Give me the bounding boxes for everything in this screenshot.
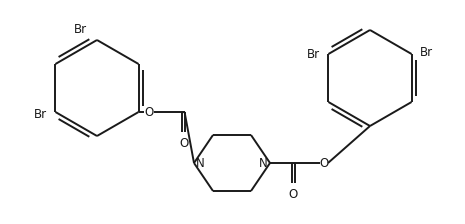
Text: Br: Br — [74, 23, 87, 36]
Text: O: O — [144, 106, 153, 118]
Text: O: O — [179, 137, 188, 150]
Text: N: N — [259, 157, 268, 170]
Text: Br: Br — [419, 45, 433, 58]
Text: Br: Br — [307, 47, 320, 60]
Text: O: O — [288, 188, 298, 201]
Text: Br: Br — [34, 108, 47, 121]
Text: N: N — [196, 157, 205, 170]
Text: O: O — [319, 157, 329, 170]
